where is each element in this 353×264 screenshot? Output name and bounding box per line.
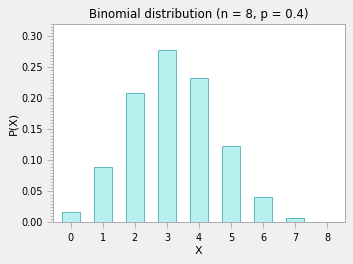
Bar (126, 93, 144, 223)
Bar (286, 218, 304, 223)
Y-axis label: P(X): P(X) (8, 112, 18, 135)
Title: Binomial distribution (n = 8, p = 0.4): Binomial distribution (n = 8, p = 0.4) (89, 8, 309, 21)
Bar (318, 222, 336, 223)
Bar (254, 197, 272, 223)
Bar (158, 50, 176, 223)
Bar (222, 146, 240, 223)
Bar (94, 167, 112, 223)
Bar (190, 78, 208, 223)
X-axis label: X: X (195, 246, 203, 256)
Bar (62, 212, 79, 223)
